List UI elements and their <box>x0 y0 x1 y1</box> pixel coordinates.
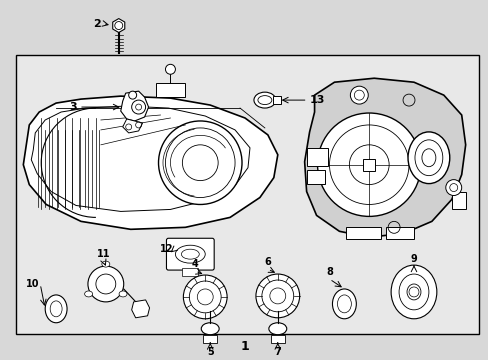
Bar <box>346 227 381 239</box>
Ellipse shape <box>119 291 127 297</box>
Circle shape <box>158 121 242 204</box>
Circle shape <box>255 274 299 318</box>
Ellipse shape <box>390 265 436 319</box>
Circle shape <box>445 180 461 195</box>
Circle shape <box>349 86 367 104</box>
Text: 3: 3 <box>69 102 77 112</box>
Bar <box>306 170 324 184</box>
Polygon shape <box>131 300 149 318</box>
Text: 10: 10 <box>26 279 39 289</box>
Text: 9: 9 <box>410 254 416 264</box>
Circle shape <box>165 64 175 74</box>
Bar <box>451 192 465 210</box>
Circle shape <box>183 275 226 319</box>
Text: 1: 1 <box>240 340 249 353</box>
Bar <box>270 335 284 343</box>
Text: 4: 4 <box>191 259 198 269</box>
Polygon shape <box>23 96 277 229</box>
Ellipse shape <box>332 289 356 319</box>
Bar <box>203 335 217 343</box>
Polygon shape <box>304 78 465 237</box>
Polygon shape <box>113 19 124 32</box>
Circle shape <box>317 113 420 216</box>
Text: 11: 11 <box>97 249 110 259</box>
Text: 6: 6 <box>264 257 271 267</box>
Text: 13: 13 <box>309 95 325 105</box>
Ellipse shape <box>102 261 110 267</box>
Text: 5: 5 <box>206 347 213 357</box>
Ellipse shape <box>201 323 219 335</box>
Bar <box>182 268 198 276</box>
Bar <box>306 148 328 166</box>
Text: 2: 2 <box>93 19 101 28</box>
Text: 7: 7 <box>274 347 281 357</box>
Bar <box>363 159 374 171</box>
Text: 8: 8 <box>325 267 332 277</box>
Circle shape <box>131 100 145 114</box>
Ellipse shape <box>253 92 275 108</box>
FancyBboxPatch shape <box>166 238 214 270</box>
Bar <box>155 83 185 97</box>
Bar <box>16 55 478 334</box>
Polygon shape <box>121 91 148 121</box>
Circle shape <box>88 266 123 302</box>
Polygon shape <box>122 119 142 133</box>
Ellipse shape <box>45 295 67 323</box>
Bar <box>386 227 413 239</box>
Circle shape <box>408 287 418 297</box>
Ellipse shape <box>407 132 449 184</box>
Bar <box>272 96 280 104</box>
Ellipse shape <box>84 291 92 297</box>
Text: 12: 12 <box>160 244 173 254</box>
Ellipse shape <box>268 323 286 335</box>
Circle shape <box>128 91 136 99</box>
